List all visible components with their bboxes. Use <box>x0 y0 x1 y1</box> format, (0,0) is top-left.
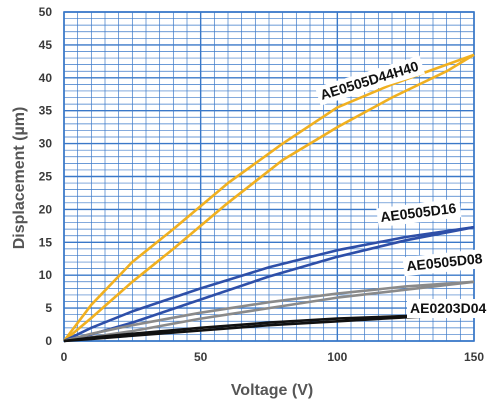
series-label-group: AE0203D04 <box>407 299 491 318</box>
y-tick-label: 0 <box>45 334 52 348</box>
y-tick-label: 20 <box>39 202 53 216</box>
series-line-AE0505D08-down <box>63 280 475 343</box>
y-tick-label: 15 <box>39 235 53 249</box>
series-line-AE0505D44H40-up <box>63 53 475 342</box>
x-tick-label: 0 <box>61 350 68 364</box>
series-label-background <box>407 299 491 318</box>
series-label-AE0505D08: AE0505D08 <box>406 250 484 274</box>
y-tick-label: 45 <box>39 38 53 52</box>
series-line-AE0203D04-up <box>63 313 475 343</box>
y-tick-label: 10 <box>39 268 53 282</box>
series-label-background <box>402 248 488 277</box>
x-tick-label: 50 <box>194 350 208 364</box>
series-label-background <box>315 55 426 106</box>
chart-series-lines <box>62 53 475 343</box>
series-label-group: AE0505D08 <box>402 248 488 277</box>
y-tick-label: 30 <box>39 137 53 151</box>
x-axis-title: Voltage (V) <box>231 382 313 399</box>
y-tick-label: 40 <box>39 71 53 85</box>
y-tick-label: 25 <box>39 170 53 184</box>
x-tick-label: 100 <box>327 350 347 364</box>
y-tick-label: 5 <box>45 301 52 315</box>
series-label-background <box>376 198 462 228</box>
plot-frame <box>63 11 475 342</box>
y-tick-label: 50 <box>39 5 53 19</box>
y-tick-label: 35 <box>39 104 53 118</box>
x-tick-label: 150 <box>464 350 484 364</box>
series-line-AE0505D16-down <box>63 225 475 343</box>
y-axis-title: Displacement (µm) <box>11 107 28 250</box>
chart-grid <box>63 11 475 342</box>
series-line-AE0203D04-down <box>63 313 475 343</box>
x-axis-ticks: 0 50 100 150 <box>61 350 485 364</box>
series-label-AE0203D04: AE0203D04 <box>410 300 486 316</box>
y-axis-ticks: 0 5 10 15 20 25 30 35 40 45 50 <box>39 5 53 348</box>
